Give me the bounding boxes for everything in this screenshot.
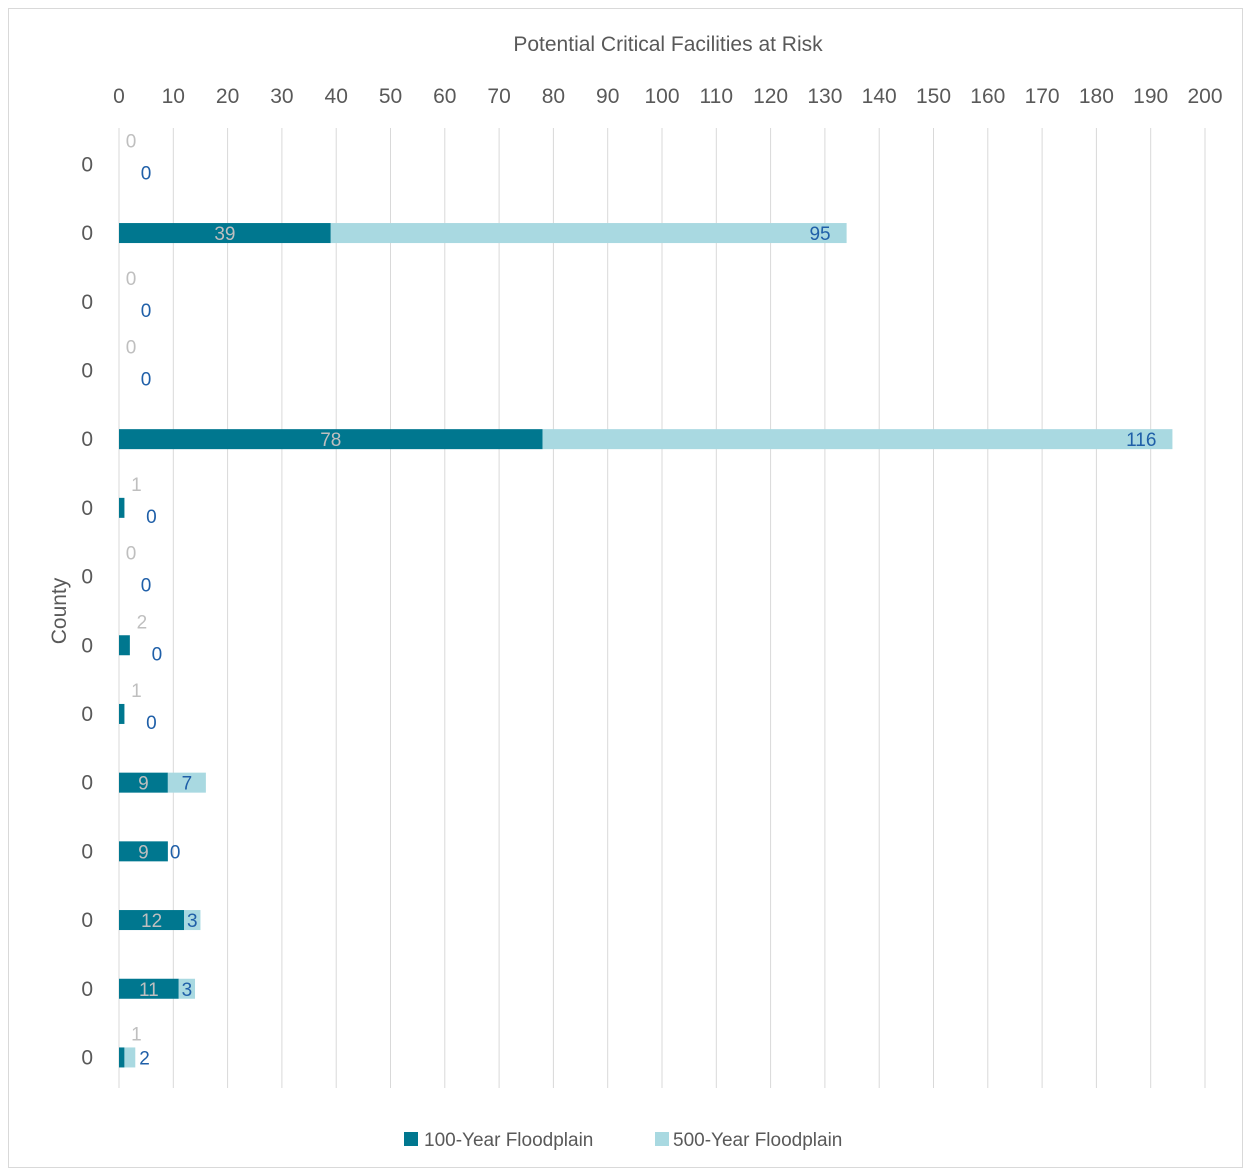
- y-tick-label: 0: [81, 497, 93, 520]
- y-tick-label: 0: [81, 1046, 93, 1069]
- y-tick-label: 0: [81, 703, 93, 726]
- label-500-year: 0: [170, 842, 181, 863]
- y-axis-title: County: [48, 577, 71, 644]
- gridlines: [118, 128, 1206, 1088]
- y-tick-label: 0: [81, 153, 93, 176]
- label-500-year: 95: [809, 224, 830, 245]
- bar-500-year: [167, 772, 206, 793]
- label-100-year: 0: [126, 131, 137, 152]
- y-tick-label: 0: [81, 978, 93, 1001]
- x-tick-label: 200: [1187, 85, 1222, 108]
- x-tick-label: 140: [862, 85, 897, 108]
- x-tick-label: 130: [807, 85, 842, 108]
- label-500-year: 0: [141, 301, 152, 322]
- bar-100-year: [119, 223, 331, 244]
- bar-500-year: [330, 223, 847, 244]
- label-100-year: 11: [139, 980, 159, 1001]
- label-100-year: 1: [131, 475, 142, 496]
- y-tick-label: 0: [81, 772, 93, 795]
- bar-100-year: [119, 635, 130, 656]
- label-100-year: 1: [131, 1024, 142, 1045]
- x-tick-label: 20: [216, 85, 239, 108]
- x-tick-label: 160: [970, 85, 1005, 108]
- bar-100-year: [119, 841, 168, 862]
- label-500-year: 116: [1126, 430, 1156, 451]
- legend-label-100-year: 100-Year Floodplain: [424, 1130, 593, 1151]
- y-tick-label: 0: [81, 291, 93, 314]
- label-500-year: 3: [182, 980, 193, 1001]
- bar-500-year: [178, 978, 196, 999]
- label-500-year: 0: [141, 369, 152, 390]
- bars: [119, 223, 1173, 1068]
- bar-100-year: [119, 910, 185, 931]
- label-100-year: 12: [141, 911, 162, 932]
- label-100-year: 39: [214, 224, 235, 245]
- x-tick-labels: 0 10 20 30 40 50 60 70 80 90 100 110 120 130 140 150 160…: [113, 85, 1222, 108]
- y-tick-label: 0: [81, 634, 93, 657]
- y-tick-label: 0: [81, 909, 93, 932]
- x-tick-label: 40: [325, 85, 348, 108]
- x-axis-title: Potential Critical Facilities at Risk: [513, 33, 823, 56]
- label-500-year: 2: [139, 1048, 150, 1069]
- bar-500-year: [184, 910, 201, 931]
- x-tick-label: 170: [1025, 85, 1060, 108]
- bar-500-year: [542, 429, 1173, 450]
- x-tick-label: 90: [596, 85, 619, 108]
- label-500-year: 0: [152, 644, 163, 665]
- x-tick-label: 30: [270, 85, 293, 108]
- y-tick-label: 0: [81, 840, 93, 863]
- x-tick-label: 70: [487, 85, 510, 108]
- label-100-year: 78: [320, 430, 341, 451]
- x-tick-label: 190: [1133, 85, 1168, 108]
- legend: 100-Year Floodplain 500-Year Floodplain: [404, 1130, 842, 1151]
- legend-label-500-year: 500-Year Floodplain: [673, 1130, 842, 1151]
- x-tick-label: 50: [379, 85, 402, 108]
- x-tick-label: 60: [433, 85, 456, 108]
- x-tick-label: 150: [916, 85, 951, 108]
- label-100-year: 9: [138, 774, 149, 795]
- x-tick-label: 180: [1079, 85, 1114, 108]
- bar-500-year: [124, 1047, 136, 1068]
- bar-100-year: [119, 1047, 125, 1068]
- label-100-year: 1: [131, 681, 142, 702]
- label-100-year: 0: [126, 337, 137, 358]
- label-500-year: 0: [146, 713, 157, 734]
- bar-100-year: [119, 703, 125, 724]
- x-tick-label: 0: [113, 85, 125, 108]
- y-tick-labels: 0 0 0 0 0 0 0 0 0 0 0 0 0 0: [81, 153, 93, 1069]
- legend-swatch-500-year: [655, 1132, 669, 1146]
- y-tick-label: 0: [81, 359, 93, 382]
- x-tick-label: 10: [162, 85, 185, 108]
- label-500-year: 0: [141, 163, 152, 184]
- bar-100-year: [119, 429, 543, 450]
- y-tick-label: 0: [81, 428, 93, 451]
- label-100-year: 2: [137, 612, 148, 633]
- label-500-year: 7: [182, 774, 193, 795]
- chart-frame: [8, 8, 1243, 1168]
- y-tick-label: 0: [81, 566, 93, 589]
- bar-100-year: [119, 772, 168, 793]
- bar-100-year: [119, 497, 125, 518]
- x-tick-label: 120: [753, 85, 788, 108]
- x-tick-label: 100: [644, 85, 679, 108]
- y-tick-label: 0: [81, 222, 93, 245]
- bar-100-year: [119, 978, 179, 999]
- x-tick-label: 110: [700, 85, 733, 108]
- label-100-year: 0: [126, 269, 137, 290]
- x-tick-label: 80: [542, 85, 565, 108]
- label-500-year: 3: [187, 911, 198, 932]
- label-500-year: 0: [146, 507, 157, 528]
- label-100-year: 9: [138, 842, 149, 863]
- label-500-year: 0: [141, 576, 152, 597]
- label-100-year: 0: [126, 544, 137, 565]
- legend-swatch-100-year: [404, 1132, 418, 1146]
